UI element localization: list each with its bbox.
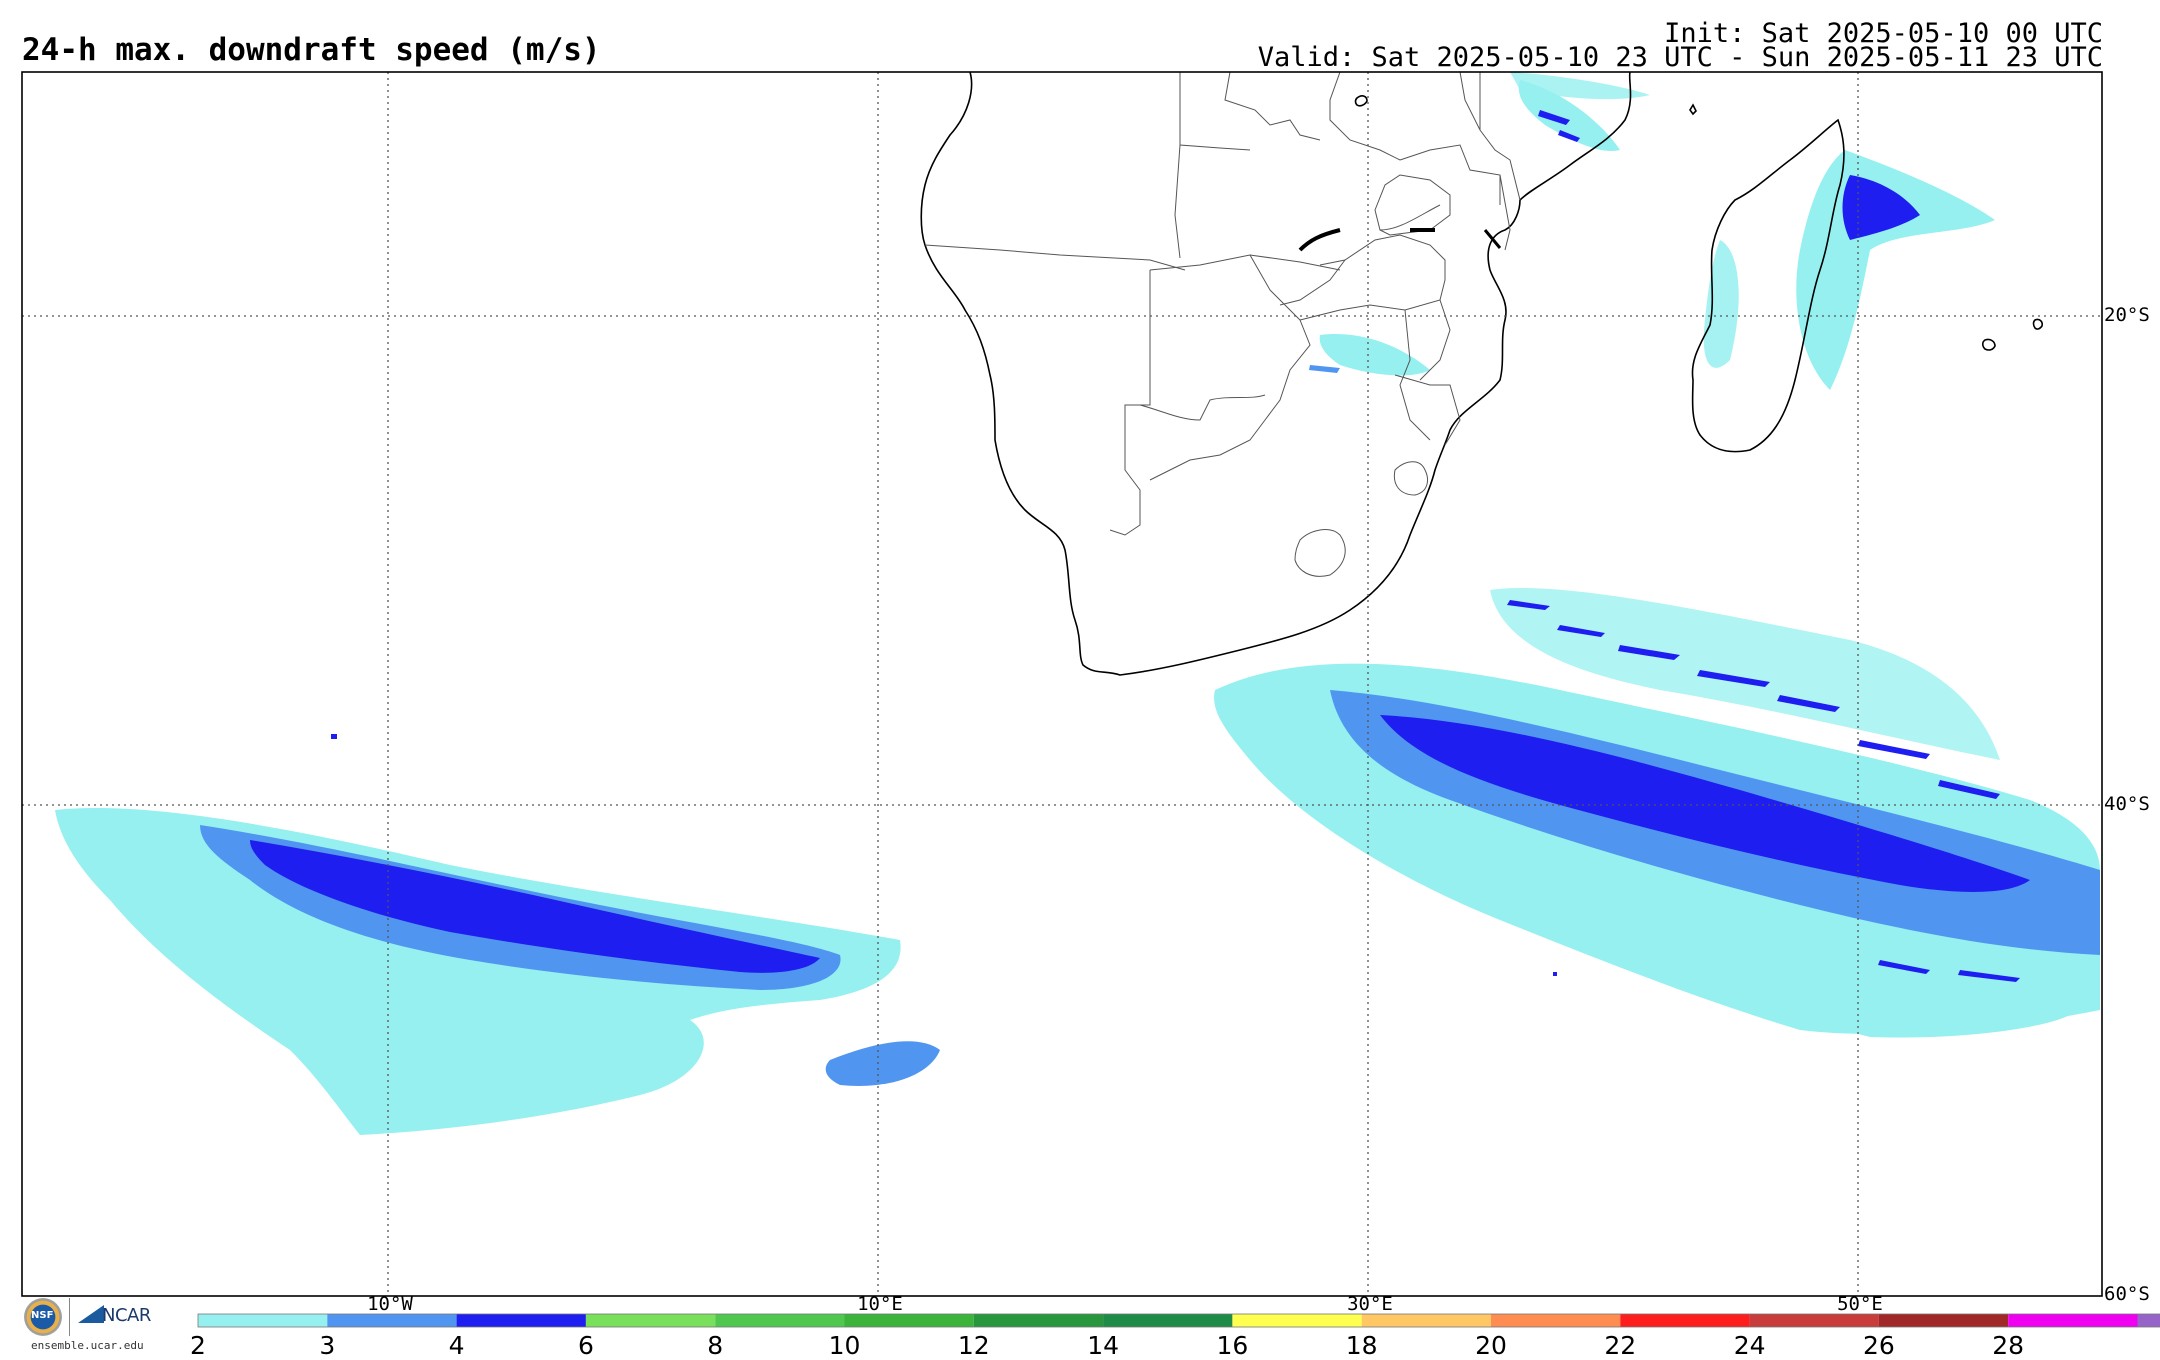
- lon-label-10w: 10°W: [367, 1293, 413, 1315]
- colorbar-segment: [2008, 1314, 2137, 1327]
- field-speck: [331, 734, 337, 739]
- lon-label-50e: 50°E: [1837, 1293, 1883, 1315]
- colorbar-segment: [845, 1314, 974, 1327]
- colorbar-tick-label: 6: [578, 1331, 594, 1360]
- africa-coastline: [921, 72, 1630, 675]
- colorbar-segment: [1491, 1314, 1620, 1327]
- colorbar-segment: [1103, 1314, 1232, 1327]
- ncar-logo-text: NCAR: [102, 1305, 151, 1326]
- colorbar-tick-label: 16: [1216, 1331, 1248, 1360]
- country-borders: [925, 72, 1520, 576]
- colorbar-segment: [1362, 1314, 1491, 1327]
- colorbar-tick-label: 4: [449, 1331, 465, 1360]
- colorbar-segment: [1620, 1314, 1749, 1327]
- colorbar-tick-label: 24: [1734, 1331, 1766, 1360]
- field-madagascar-west: [1704, 240, 1739, 368]
- colorbar-segment: [2138, 1314, 2160, 1327]
- field-southafrica-blue: [1309, 365, 1340, 373]
- colorbar-segment: [974, 1314, 1103, 1327]
- field-speck: [1553, 972, 1557, 976]
- colorbar-tick-label: 20: [1475, 1331, 1507, 1360]
- lon-label-10e: 10°E: [857, 1293, 903, 1315]
- lon-label-30e: 30°E: [1347, 1293, 1393, 1315]
- lat-label-40s: 40°S: [2104, 793, 2150, 815]
- colorbar-tick-label: 3: [319, 1331, 335, 1360]
- colorbar-segment: [457, 1314, 586, 1327]
- field-madagascar-light: [1796, 150, 1995, 390]
- colorbar-segment: [327, 1314, 456, 1327]
- ncar-logo-mark: [78, 1305, 104, 1323]
- colorbar-tick-label: 12: [958, 1331, 990, 1360]
- colorbar-segment: [198, 1314, 327, 1327]
- colorbar-tick-label: 10: [829, 1331, 861, 1360]
- colorbar-segment: [1750, 1314, 1879, 1327]
- logo-url: ensemble.ucar.edu: [31, 1339, 144, 1352]
- logo-divider: [69, 1298, 70, 1336]
- colorbar-tick-label: 2: [190, 1331, 206, 1360]
- colorbar-tick-label: 26: [1863, 1331, 1895, 1360]
- colorbar-tick-label: 18: [1346, 1331, 1378, 1360]
- colorbar-segment: [715, 1314, 844, 1327]
- field-west-patch: [826, 1041, 940, 1086]
- downdraft-field: [55, 72, 2100, 1135]
- colorbar-segment: [586, 1314, 715, 1327]
- colorbar-tick-label: 22: [1604, 1331, 1636, 1360]
- colorbar-segment: [1879, 1314, 2008, 1327]
- colorbar-tick-label: 14: [1087, 1331, 1119, 1360]
- colorbar-segment: [1232, 1314, 1361, 1327]
- lat-label-60s: 60°S: [2104, 1283, 2150, 1305]
- lat-label-20s: 20°S: [2104, 304, 2150, 326]
- nsf-logo-text: NSF: [31, 1310, 53, 1321]
- colorbar-tick-label: 8: [707, 1331, 723, 1360]
- colorbar-tick-label: 28: [1992, 1331, 2024, 1360]
- colorbar: [198, 1314, 2160, 1327]
